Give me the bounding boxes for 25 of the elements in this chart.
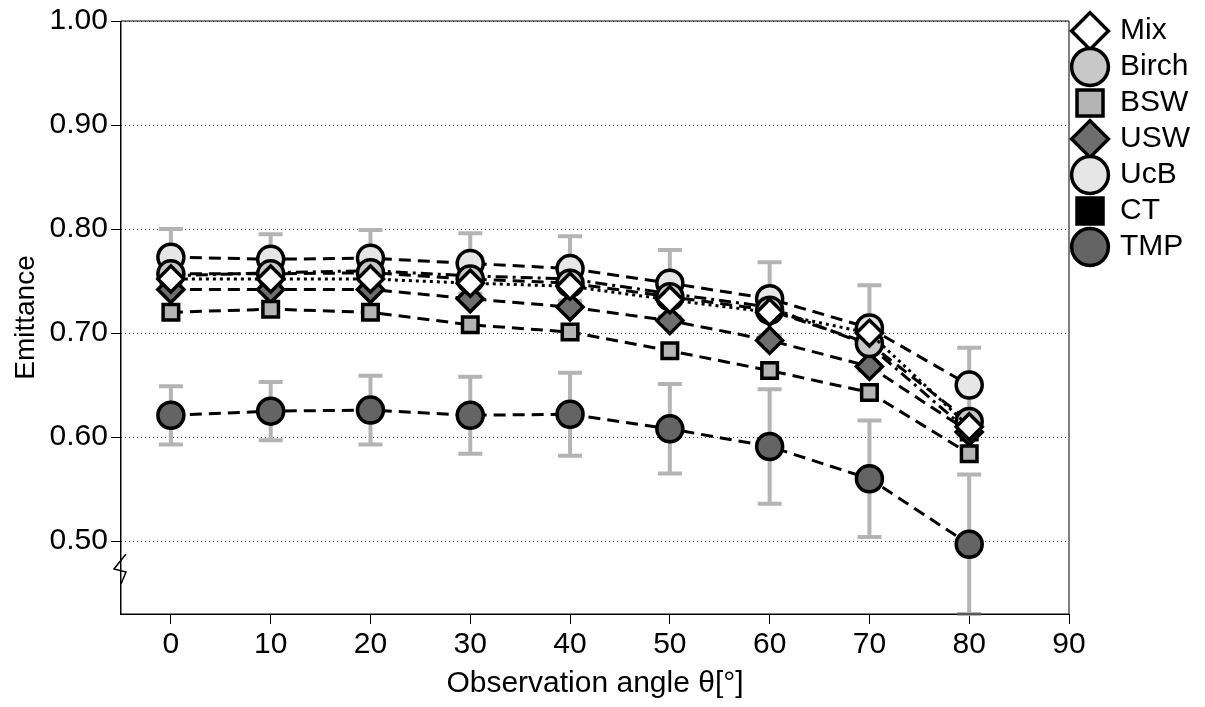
y-axis-title: Emittance xyxy=(8,255,40,380)
legend-label: USW xyxy=(1120,120,1191,154)
x-tick-label: 70 xyxy=(852,626,887,660)
x-tick-label: 0 xyxy=(162,626,180,660)
legend-label: BSW xyxy=(1120,84,1190,118)
x-tick-label: 50 xyxy=(653,626,687,660)
y-tick-label: 0.80 xyxy=(49,210,108,244)
y-tick-label: 0.90 xyxy=(49,106,108,140)
x-tick-label: 90 xyxy=(1052,626,1086,660)
x-tick-label: 40 xyxy=(553,626,587,660)
legend-label: UcB xyxy=(1120,156,1177,190)
y-tick-label: 0.70 xyxy=(49,314,108,348)
x-tick-label: 80 xyxy=(952,626,986,660)
x-tick-label: 10 xyxy=(253,626,288,660)
x-axis-title: Observation angle θ[°] xyxy=(446,665,744,699)
legend-label: TMP xyxy=(1120,228,1184,262)
legend-label: Mix xyxy=(1120,12,1167,46)
legend-label: Birch xyxy=(1120,48,1189,82)
x-tick-label: 30 xyxy=(453,626,487,660)
x-tick-label: 20 xyxy=(353,626,388,660)
y-tick-label: 1.00 xyxy=(49,2,108,36)
y-tick-label: 0.60 xyxy=(49,418,108,452)
y-tick-label: 0.50 xyxy=(49,522,108,556)
x-tick-label: 60 xyxy=(752,626,787,660)
legend-label: CT xyxy=(1120,192,1161,226)
